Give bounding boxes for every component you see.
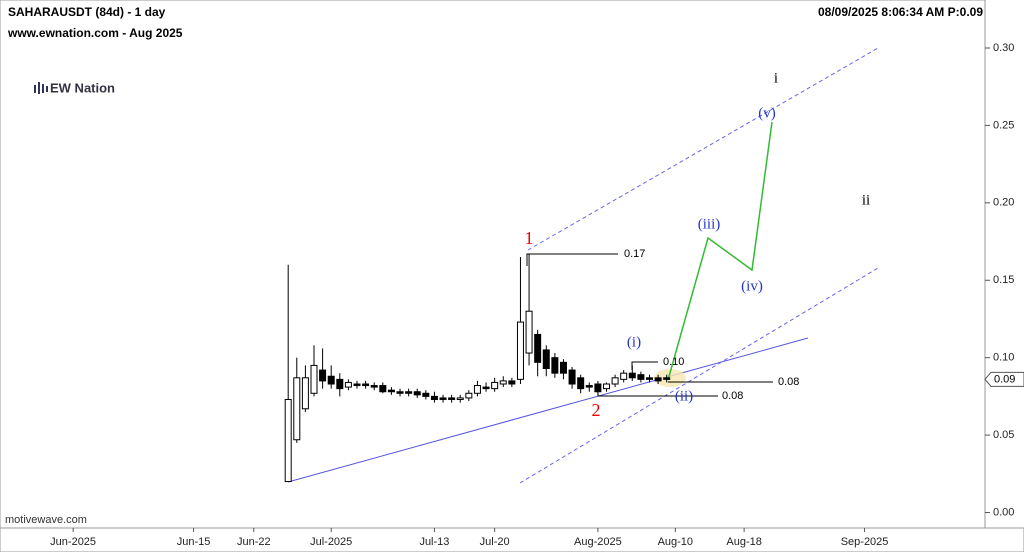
wave-label: (iv) [741, 278, 763, 294]
level-label: 0.17 [624, 248, 645, 260]
candle-body [284, 398, 292, 483]
candle-body [387, 389, 395, 393]
wave-label: ii [862, 192, 870, 208]
wave-projection [667, 121, 773, 381]
x-axis-strip [0, 527, 1024, 552]
candle-body [370, 385, 378, 388]
candle-body [654, 377, 662, 382]
candle-body [577, 377, 585, 390]
level-label: 0.10 [663, 356, 684, 368]
candle-body [499, 380, 507, 385]
candle-body [663, 377, 671, 380]
x-tick-label: Aug-2025 [574, 536, 622, 548]
wave-label: 1 [525, 228, 534, 248]
x-tick-label: Jun-22 [237, 536, 271, 548]
logo-icon [34, 82, 48, 94]
x-tick-label: Aug-18 [726, 536, 761, 548]
last-price-label: 0.09 [994, 373, 1015, 385]
y-tick-label: 0.10 [993, 352, 1014, 364]
last-price-tag [984, 371, 1024, 387]
candle-body [456, 397, 464, 400]
level-label: 0.08 [722, 390, 743, 402]
candle-body [413, 391, 421, 396]
candle-body [534, 333, 542, 363]
candle-body [602, 383, 610, 390]
level-label: 0.08 [778, 376, 799, 388]
x-tick-label: Jul-2025 [310, 536, 352, 548]
candle-body [525, 310, 533, 354]
candle-body [396, 391, 404, 394]
candle-body [637, 374, 645, 380]
candle-body [422, 392, 430, 397]
candle-body [448, 397, 456, 400]
wave-label: i [774, 70, 778, 86]
candle-body [628, 372, 636, 379]
candle-body [542, 349, 550, 370]
chart-title: SAHARAUSDT (84d) - 1 day [8, 5, 166, 19]
candle-body [620, 372, 628, 380]
chart-subtitle: www.ewnation.com - Aug 2025 [7, 26, 183, 40]
x-tick-label: Aug-10 [658, 536, 693, 548]
x-tick-label: Jun-15 [177, 536, 211, 548]
candle-body [585, 385, 593, 388]
candle-body [491, 381, 499, 390]
wave-label: (i) [627, 334, 641, 350]
wave-label: (iii) [698, 216, 721, 232]
plot-area [0, 0, 986, 529]
x-tick-label: Jul-13 [419, 536, 449, 548]
x-tick-label: Jun-2025 [50, 536, 96, 548]
candle-body [559, 361, 567, 374]
timestamp: 08/09/2025 8:06:34 AM P:0.09 [818, 5, 983, 19]
wave-label: (v) [758, 105, 776, 121]
candle-body [344, 381, 352, 388]
candle-body [508, 380, 516, 385]
candle-body [293, 377, 301, 441]
wave-label: (ii) [675, 388, 693, 404]
candle-body [568, 369, 576, 385]
candle-body [353, 383, 361, 387]
candle-body [645, 377, 653, 380]
x-tick-label: Jul-20 [480, 536, 510, 548]
candle-body [611, 377, 619, 385]
candle-body [362, 383, 370, 387]
logo-text: EW Nation [50, 80, 115, 95]
candle-body [430, 395, 438, 400]
y-tick-label: 0.15 [993, 274, 1014, 286]
channel-upper [527, 47, 879, 251]
y-tick-label: 0.20 [993, 197, 1014, 209]
x-tick-label: Sep-2025 [841, 536, 889, 548]
candle-body [465, 392, 473, 399]
candle-body [473, 385, 481, 394]
footer: motivewave.com [5, 514, 87, 526]
wave-label: 2 [592, 400, 601, 420]
candle-body [327, 375, 335, 385]
candle-body [405, 391, 413, 394]
candle-body [319, 369, 327, 382]
candle-body [594, 383, 602, 393]
candle-body [439, 397, 447, 400]
level-line [526, 253, 618, 266]
candle-body [310, 364, 318, 394]
y-tick-label: 0.05 [993, 429, 1014, 441]
candle-body [482, 386, 490, 390]
candle-body [336, 378, 344, 390]
candle-body [551, 357, 559, 374]
candle-body [301, 377, 309, 410]
candle-body [379, 385, 387, 393]
y-tick-label: 0.25 [993, 119, 1014, 131]
y-tick-label: 0.00 [993, 506, 1014, 518]
candle-body [516, 321, 524, 380]
y-tick-label: 0.30 [993, 42, 1014, 54]
